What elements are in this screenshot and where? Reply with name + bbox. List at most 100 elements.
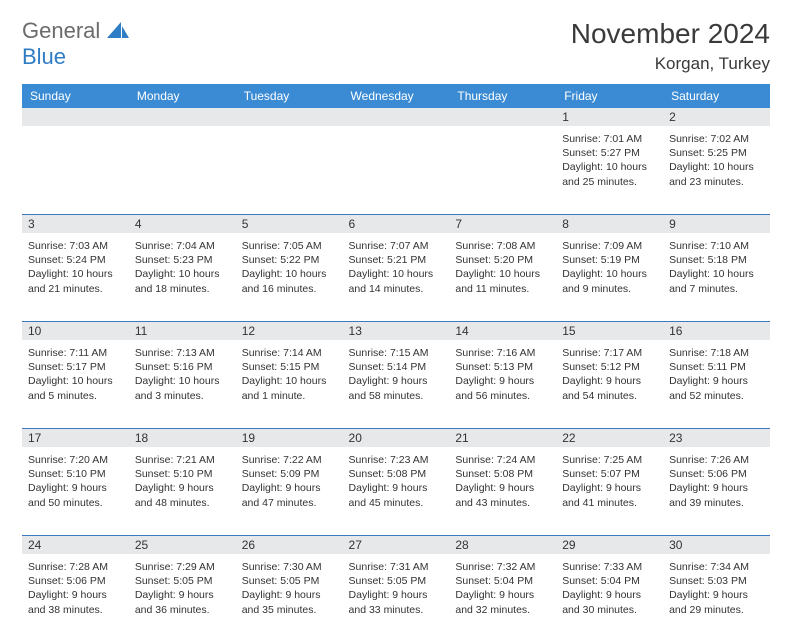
day-number: 17 (22, 429, 129, 447)
day-cell: Sunrise: 7:24 AMSunset: 5:08 PMDaylight:… (449, 447, 556, 536)
sun-info: Sunrise: 7:05 AMSunset: 5:22 PMDaylight:… (242, 236, 337, 296)
day-header-saturday: Saturday (663, 84, 770, 108)
sun-info: Sunrise: 7:28 AMSunset: 5:06 PMDaylight:… (28, 557, 123, 617)
logo-sail-icon (107, 22, 129, 38)
sun-info: Sunrise: 7:16 AMSunset: 5:13 PMDaylight:… (455, 343, 550, 403)
day-cell: Sunrise: 7:14 AMSunset: 5:15 PMDaylight:… (236, 340, 343, 429)
title-block: November 2024 Korgan, Turkey (571, 18, 770, 74)
empty-day-cell (343, 126, 450, 215)
sun-info: Sunrise: 7:21 AMSunset: 5:10 PMDaylight:… (135, 450, 230, 510)
day-cell: Sunrise: 7:30 AMSunset: 5:05 PMDaylight:… (236, 554, 343, 642)
sun-info: Sunrise: 7:11 AMSunset: 5:17 PMDaylight:… (28, 343, 123, 403)
sun-info: Sunrise: 7:22 AMSunset: 5:09 PMDaylight:… (242, 450, 337, 510)
sun-info: Sunrise: 7:20 AMSunset: 5:10 PMDaylight:… (28, 450, 123, 510)
day-number: 5 (236, 215, 343, 233)
day-cell: Sunrise: 7:09 AMSunset: 5:19 PMDaylight:… (556, 233, 663, 322)
sun-info: Sunrise: 7:14 AMSunset: 5:15 PMDaylight:… (242, 343, 337, 403)
day-cell: Sunrise: 7:05 AMSunset: 5:22 PMDaylight:… (236, 233, 343, 322)
day-number: 21 (449, 429, 556, 447)
empty-day-bar (449, 108, 556, 126)
empty-day-bar (129, 108, 236, 126)
location: Korgan, Turkey (571, 54, 770, 74)
day-number: 29 (556, 536, 663, 554)
week-1-body-row: Sunrise: 7:03 AMSunset: 5:24 PMDaylight:… (22, 233, 770, 322)
day-cell: Sunrise: 7:22 AMSunset: 5:09 PMDaylight:… (236, 447, 343, 536)
day-cell: Sunrise: 7:08 AMSunset: 5:20 PMDaylight:… (449, 233, 556, 322)
day-cell: Sunrise: 7:07 AMSunset: 5:21 PMDaylight:… (343, 233, 450, 322)
day-cell: Sunrise: 7:02 AMSunset: 5:25 PMDaylight:… (663, 126, 770, 215)
day-header-wednesday: Wednesday (343, 84, 450, 108)
sun-info: Sunrise: 7:07 AMSunset: 5:21 PMDaylight:… (349, 236, 444, 296)
day-header-friday: Friday (556, 84, 663, 108)
sun-info: Sunrise: 7:10 AMSunset: 5:18 PMDaylight:… (669, 236, 764, 296)
sun-info: Sunrise: 7:03 AMSunset: 5:24 PMDaylight:… (28, 236, 123, 296)
day-number: 6 (343, 215, 450, 233)
sun-info: Sunrise: 7:02 AMSunset: 5:25 PMDaylight:… (669, 129, 764, 189)
header: General Blue November 2024 Korgan, Turke… (22, 18, 770, 74)
day-cell: Sunrise: 7:31 AMSunset: 5:05 PMDaylight:… (343, 554, 450, 642)
day-number: 26 (236, 536, 343, 554)
day-cell: Sunrise: 7:15 AMSunset: 5:14 PMDaylight:… (343, 340, 450, 429)
day-cell: Sunrise: 7:23 AMSunset: 5:08 PMDaylight:… (343, 447, 450, 536)
day-cell: Sunrise: 7:18 AMSunset: 5:11 PMDaylight:… (663, 340, 770, 429)
calendar-table: SundayMondayTuesdayWednesdayThursdayFrid… (22, 84, 770, 642)
day-number: 1 (556, 108, 663, 126)
day-cell: Sunrise: 7:32 AMSunset: 5:04 PMDaylight:… (449, 554, 556, 642)
week-3-body-row: Sunrise: 7:20 AMSunset: 5:10 PMDaylight:… (22, 447, 770, 536)
week-0-daynum-row: 12 (22, 108, 770, 126)
day-number: 28 (449, 536, 556, 554)
day-number: 19 (236, 429, 343, 447)
day-number: 3 (22, 215, 129, 233)
sun-info: Sunrise: 7:08 AMSunset: 5:20 PMDaylight:… (455, 236, 550, 296)
day-number: 24 (22, 536, 129, 554)
day-cell: Sunrise: 7:10 AMSunset: 5:18 PMDaylight:… (663, 233, 770, 322)
day-number: 22 (556, 429, 663, 447)
day-header-row: SundayMondayTuesdayWednesdayThursdayFrid… (22, 84, 770, 108)
empty-day-bar (343, 108, 450, 126)
sun-info: Sunrise: 7:17 AMSunset: 5:12 PMDaylight:… (562, 343, 657, 403)
day-cell: Sunrise: 7:01 AMSunset: 5:27 PMDaylight:… (556, 126, 663, 215)
day-header-tuesday: Tuesday (236, 84, 343, 108)
day-cell: Sunrise: 7:25 AMSunset: 5:07 PMDaylight:… (556, 447, 663, 536)
week-4-body-row: Sunrise: 7:28 AMSunset: 5:06 PMDaylight:… (22, 554, 770, 642)
sun-info: Sunrise: 7:29 AMSunset: 5:05 PMDaylight:… (135, 557, 230, 617)
week-2-body-row: Sunrise: 7:11 AMSunset: 5:17 PMDaylight:… (22, 340, 770, 429)
day-cell: Sunrise: 7:20 AMSunset: 5:10 PMDaylight:… (22, 447, 129, 536)
day-cell: Sunrise: 7:16 AMSunset: 5:13 PMDaylight:… (449, 340, 556, 429)
day-number: 2 (663, 108, 770, 126)
day-cell: Sunrise: 7:17 AMSunset: 5:12 PMDaylight:… (556, 340, 663, 429)
day-cell: Sunrise: 7:21 AMSunset: 5:10 PMDaylight:… (129, 447, 236, 536)
sun-info: Sunrise: 7:23 AMSunset: 5:08 PMDaylight:… (349, 450, 444, 510)
sun-info: Sunrise: 7:26 AMSunset: 5:06 PMDaylight:… (669, 450, 764, 510)
day-number: 13 (343, 322, 450, 340)
sun-info: Sunrise: 7:13 AMSunset: 5:16 PMDaylight:… (135, 343, 230, 403)
day-number: 9 (663, 215, 770, 233)
sun-info: Sunrise: 7:01 AMSunset: 5:27 PMDaylight:… (562, 129, 657, 189)
day-cell: Sunrise: 7:29 AMSunset: 5:05 PMDaylight:… (129, 554, 236, 642)
sun-info: Sunrise: 7:25 AMSunset: 5:07 PMDaylight:… (562, 450, 657, 510)
sun-info: Sunrise: 7:18 AMSunset: 5:11 PMDaylight:… (669, 343, 764, 403)
week-1-daynum-row: 3456789 (22, 215, 770, 233)
month-title: November 2024 (571, 18, 770, 50)
sun-info: Sunrise: 7:33 AMSunset: 5:04 PMDaylight:… (562, 557, 657, 617)
day-cell: Sunrise: 7:04 AMSunset: 5:23 PMDaylight:… (129, 233, 236, 322)
empty-day-bar (236, 108, 343, 126)
day-number: 8 (556, 215, 663, 233)
sun-info: Sunrise: 7:34 AMSunset: 5:03 PMDaylight:… (669, 557, 764, 617)
day-number: 7 (449, 215, 556, 233)
day-cell: Sunrise: 7:33 AMSunset: 5:04 PMDaylight:… (556, 554, 663, 642)
day-number: 15 (556, 322, 663, 340)
sun-info: Sunrise: 7:31 AMSunset: 5:05 PMDaylight:… (349, 557, 444, 617)
day-number: 18 (129, 429, 236, 447)
day-number: 10 (22, 322, 129, 340)
sun-info: Sunrise: 7:32 AMSunset: 5:04 PMDaylight:… (455, 557, 550, 617)
day-cell: Sunrise: 7:28 AMSunset: 5:06 PMDaylight:… (22, 554, 129, 642)
day-number: 20 (343, 429, 450, 447)
empty-day-cell (22, 126, 129, 215)
sun-info: Sunrise: 7:24 AMSunset: 5:08 PMDaylight:… (455, 450, 550, 510)
empty-day-bar (22, 108, 129, 126)
empty-day-cell (129, 126, 236, 215)
day-cell: Sunrise: 7:03 AMSunset: 5:24 PMDaylight:… (22, 233, 129, 322)
sun-info: Sunrise: 7:09 AMSunset: 5:19 PMDaylight:… (562, 236, 657, 296)
day-cell: Sunrise: 7:34 AMSunset: 5:03 PMDaylight:… (663, 554, 770, 642)
